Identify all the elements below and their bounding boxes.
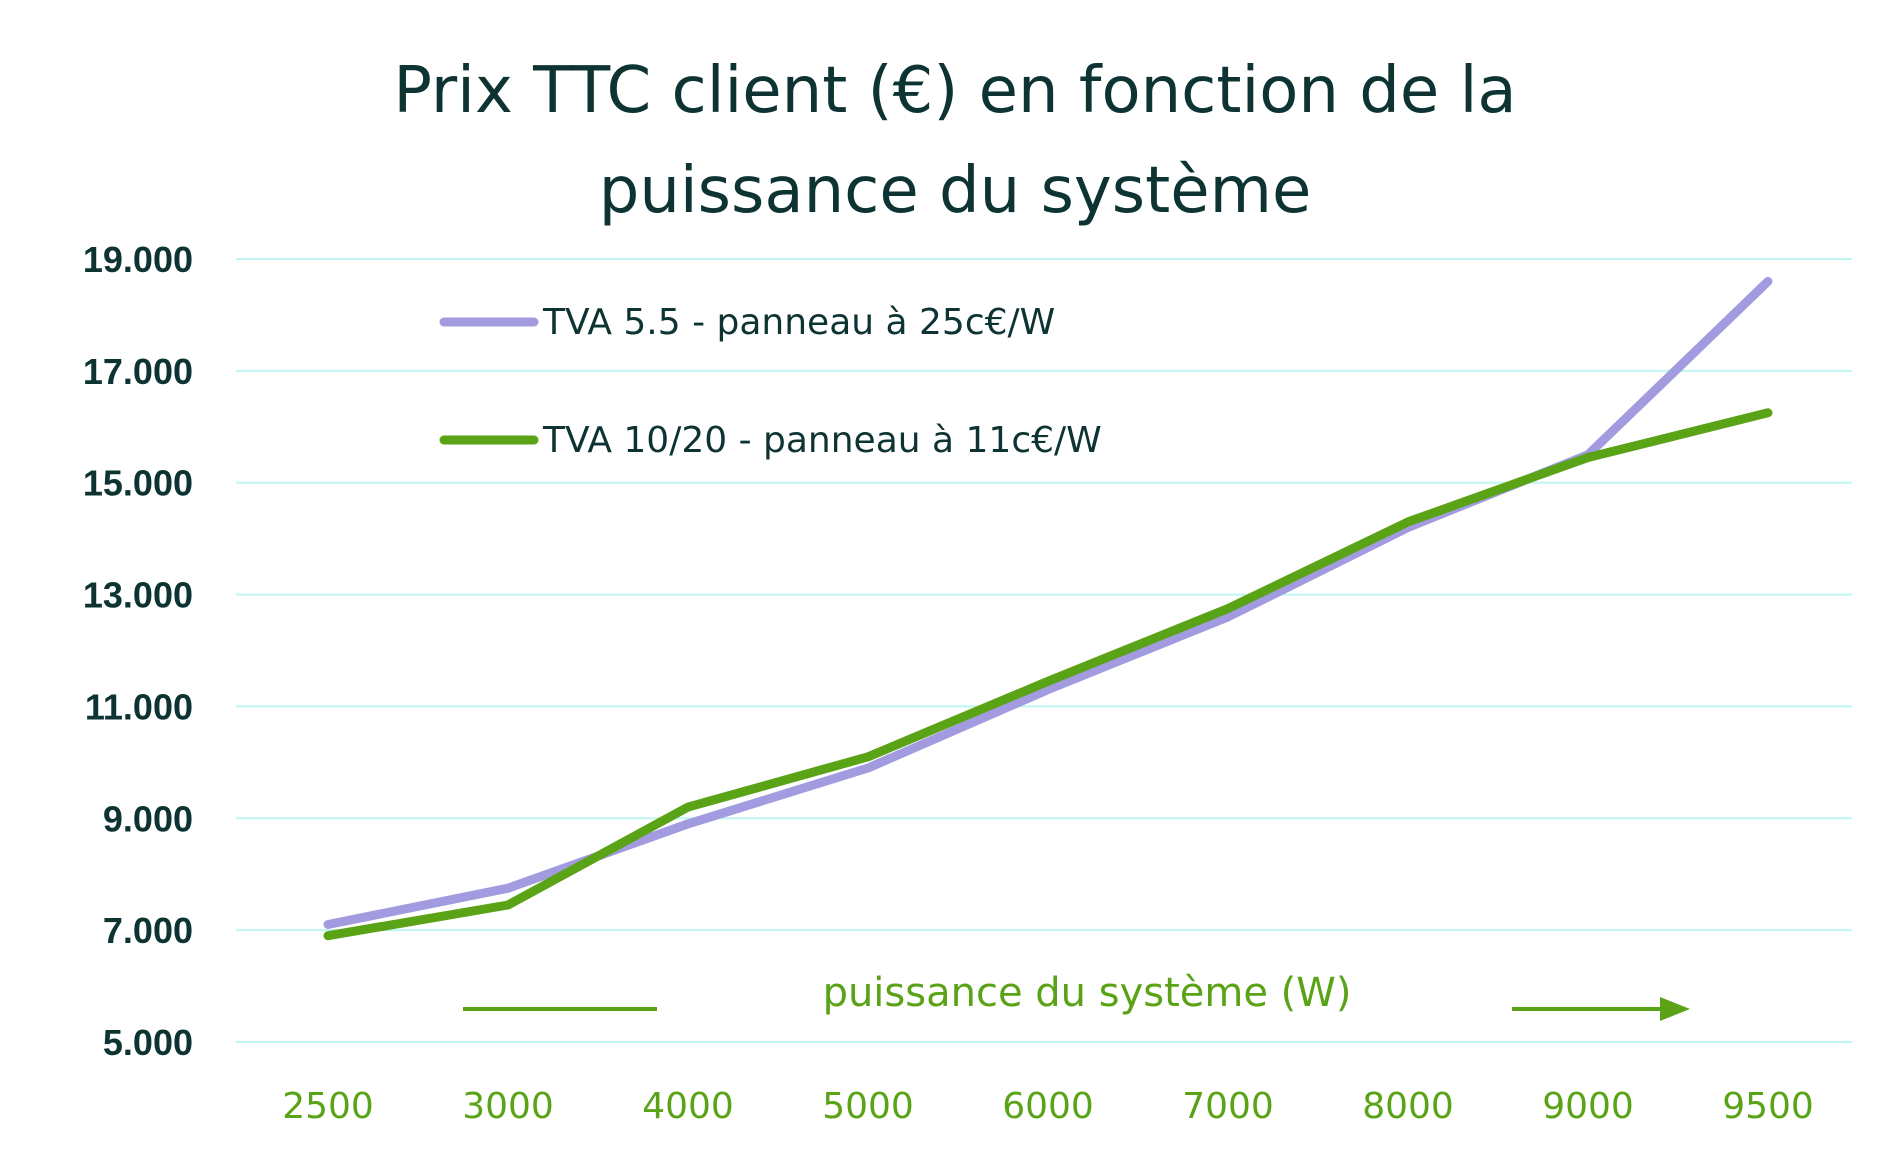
y-tick-label: 13.000 [83, 575, 193, 616]
y-tick-label: 17.000 [83, 351, 193, 392]
x-axis-label: puissance du système (W) [823, 970, 1352, 1016]
legend-label-series-1: TVA 5.5 - panneau à 25c€/W [542, 302, 1055, 343]
x-tick-label: 7000 [1182, 1086, 1274, 1127]
x-tick-label: 5000 [822, 1086, 914, 1127]
x-tick-label: 9000 [1542, 1086, 1634, 1127]
gridlines [236, 258, 1852, 1043]
x-tick-label: 9500 [1722, 1086, 1814, 1127]
y-axis-ticks: 19.000 17.000 15.000 13.000 11.000 9.000 7.000… [83, 239, 193, 1063]
x-axis-arrow-head [1660, 997, 1690, 1021]
x-axis-ticks: 2500 3000 4000 5000 6000 7000 8000 9000 9500 [282, 1086, 1814, 1127]
series-lines [323, 276, 1773, 941]
series-line-1 [323, 276, 1773, 929]
y-tick-label: 7.000 [103, 910, 193, 951]
x-axis-title: puissance du système (W) [463, 970, 1690, 1021]
y-tick-label: 19.000 [83, 239, 193, 280]
y-tick-label: 5.000 [103, 1022, 193, 1063]
x-tick-label: 2500 [282, 1086, 374, 1127]
chart-title-line-2: puissance du système [599, 154, 1312, 228]
x-tick-label: 4000 [642, 1086, 734, 1127]
legend: TVA 5.5 - panneau à 25c€/W TVA 10/20 - p… [439, 302, 1102, 461]
x-tick-label: 8000 [1362, 1086, 1454, 1127]
x-tick-label: 6000 [1002, 1086, 1094, 1127]
chart-title-line-1: Prix TTC client (€) en fonction de la [393, 54, 1516, 128]
legend-label-series-2: TVA 10/20 - panneau à 11c€/W [542, 420, 1102, 461]
x-tick-label: 3000 [462, 1086, 554, 1127]
y-tick-label: 9.000 [103, 798, 193, 839]
series-line-2 [323, 408, 1773, 941]
y-tick-label: 15.000 [83, 463, 193, 504]
y-tick-label: 11.000 [85, 686, 193, 727]
